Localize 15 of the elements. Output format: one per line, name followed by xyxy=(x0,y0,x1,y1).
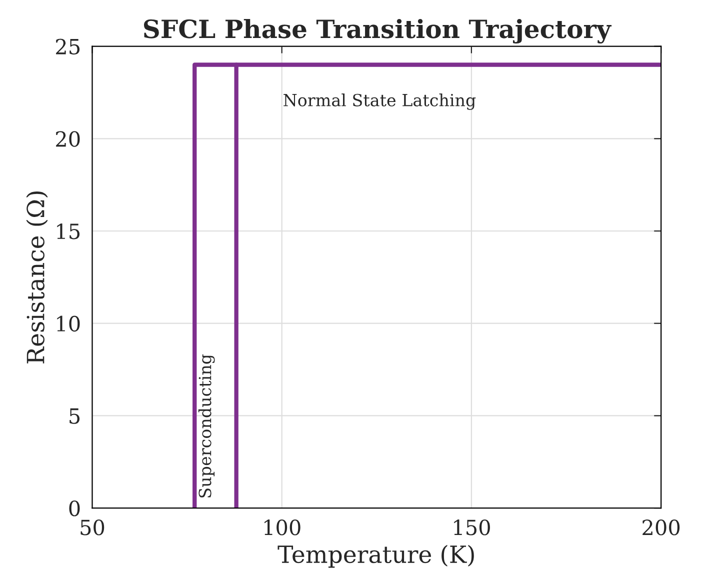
x-tick-label: 50 xyxy=(80,520,104,536)
y-tick-label: 0 xyxy=(69,500,80,516)
x-axis-title: Temperature (K) xyxy=(278,544,474,568)
y-tick-label: 25 xyxy=(56,38,80,55)
x-tick-label: 150 xyxy=(454,520,490,536)
y-tick-label: 5 xyxy=(70,408,80,424)
x-tick-label: 100 xyxy=(264,520,300,536)
chart-title: SFCL Phase Transition Trajectory xyxy=(144,18,612,44)
y-tick-label: 20 xyxy=(56,131,80,147)
y-axis-title: Resistance (Ω) xyxy=(26,192,48,364)
x-tick-label: 200 xyxy=(642,520,680,536)
y-tick-label: 10 xyxy=(57,316,80,332)
annotation: Superconducting xyxy=(198,354,215,498)
y-tick-label: 15 xyxy=(57,223,80,240)
annotation: Normal State Latching xyxy=(284,94,476,110)
